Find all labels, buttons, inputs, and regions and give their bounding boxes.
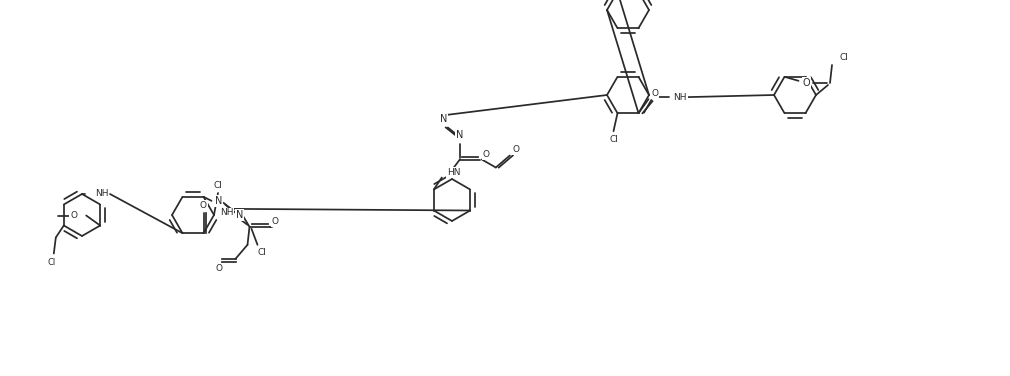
Text: Cl: Cl — [213, 180, 222, 190]
Text: O: O — [70, 211, 77, 220]
Text: O: O — [216, 264, 223, 273]
Text: Cl: Cl — [839, 53, 848, 62]
Text: O: O — [272, 217, 279, 226]
Text: O: O — [200, 201, 207, 210]
Text: N: N — [235, 210, 243, 220]
Text: Cl: Cl — [258, 248, 266, 257]
Text: O: O — [651, 89, 658, 98]
Text: O: O — [512, 145, 519, 154]
Text: Cl: Cl — [47, 258, 56, 267]
Text: N: N — [457, 130, 464, 141]
Text: HN: HN — [446, 168, 461, 177]
Text: O: O — [483, 150, 489, 159]
Text: Cl: Cl — [609, 135, 618, 144]
Text: O: O — [803, 78, 810, 88]
Text: N: N — [440, 115, 447, 124]
Text: NH: NH — [95, 190, 109, 199]
Text: N: N — [215, 196, 222, 206]
Text: NH: NH — [220, 208, 233, 217]
Text: NH: NH — [674, 93, 687, 102]
